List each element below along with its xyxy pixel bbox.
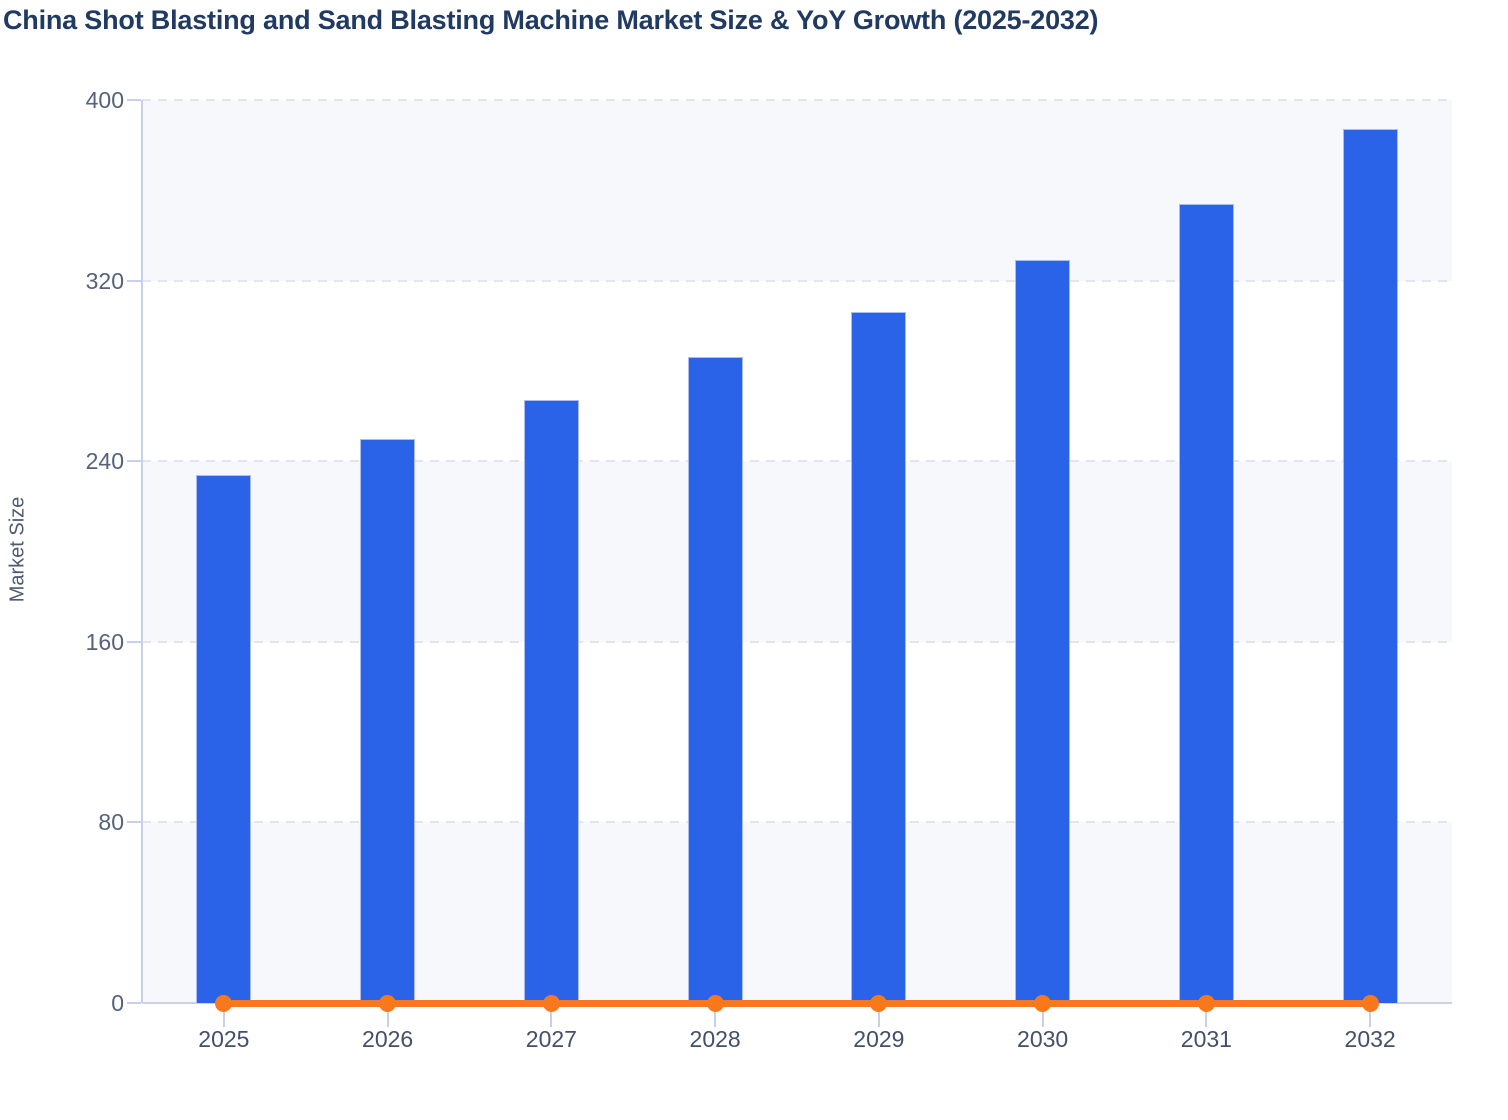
bar-2029[interactable]	[851, 312, 907, 1003]
y-axis-tick	[127, 279, 141, 282]
x-axis-tick	[550, 1003, 553, 1027]
plot-band	[142, 822, 1452, 1003]
x-axis-tick-label: 2028	[689, 1026, 741, 1052]
y-axis-tick-label: 80	[98, 809, 124, 836]
bar-2030[interactable]	[1015, 260, 1071, 1003]
x-axis-tick-label: 2026	[362, 1026, 414, 1052]
gridline	[142, 99, 1452, 101]
y-axis-tick	[127, 821, 141, 824]
x-axis-tick	[1205, 1003, 1208, 1027]
plot-band	[142, 280, 1452, 462]
yoy-marker-2030[interactable]	[1034, 994, 1052, 1012]
gridline	[142, 279, 1452, 282]
plot-band	[142, 461, 1452, 642]
y-axis-title: Market Size	[6, 496, 29, 603]
y-axis-tick-label: 240	[85, 448, 124, 475]
yoy-marker-2029[interactable]	[870, 994, 888, 1012]
x-axis-tick	[1041, 1003, 1044, 1027]
x-axis-tick	[1369, 1003, 1372, 1027]
chart-title: China Shot Blasting and Sand Blasting Ma…	[3, 5, 1099, 35]
bar-2028[interactable]	[687, 357, 743, 1003]
yoy-marker-2028[interactable]	[706, 994, 724, 1012]
x-axis-tick	[877, 1003, 880, 1027]
y-axis-tick	[127, 99, 141, 101]
x-axis-tick-label: 2029	[853, 1026, 905, 1052]
bar-2025[interactable]	[196, 474, 252, 1003]
plot-area	[127, 99, 1452, 1027]
gridline	[142, 821, 1452, 824]
x-axis-tick	[714, 1003, 717, 1027]
bar-2027[interactable]	[523, 400, 579, 1003]
x-axis-tick-label: 2032	[1344, 1026, 1396, 1052]
plot-band	[142, 100, 1452, 281]
x-axis-tick-label: 2030	[1017, 1026, 1069, 1052]
bar-2032[interactable]	[1342, 129, 1398, 1003]
yoy-marker-2031[interactable]	[1197, 994, 1215, 1012]
x-axis-tick-label: 2031	[1180, 1026, 1232, 1052]
yoy-marker-2027[interactable]	[542, 994, 560, 1012]
x-axis-tick-label: 2027	[525, 1026, 577, 1052]
yoy-growth-line[interactable]	[223, 999, 1371, 1007]
y-axis-tick	[127, 460, 141, 463]
gridline	[142, 640, 1452, 643]
x-axis-tick-label: 2025	[198, 1026, 250, 1052]
y-axis-tick-label: 400	[85, 87, 124, 113]
y-axis-tick-label: 160	[85, 628, 124, 655]
x-axis-tick	[386, 1003, 389, 1027]
bar-2026[interactable]	[360, 438, 416, 1003]
plot-band	[142, 641, 1452, 823]
yoy-marker-2026[interactable]	[379, 994, 397, 1012]
y-axis-tick	[127, 640, 141, 643]
yoy-marker-2032[interactable]	[1361, 994, 1379, 1012]
yoy-marker-2025[interactable]	[215, 994, 233, 1012]
bar-2031[interactable]	[1178, 203, 1234, 1003]
y-axis-tick-label: 320	[85, 267, 124, 294]
x-axis-tick	[222, 1003, 225, 1027]
y-axis-tick	[127, 1002, 141, 1004]
gridline	[142, 460, 1452, 463]
y-axis-tick-label: 0	[111, 990, 124, 1016]
y-axis-line	[141, 100, 143, 1003]
